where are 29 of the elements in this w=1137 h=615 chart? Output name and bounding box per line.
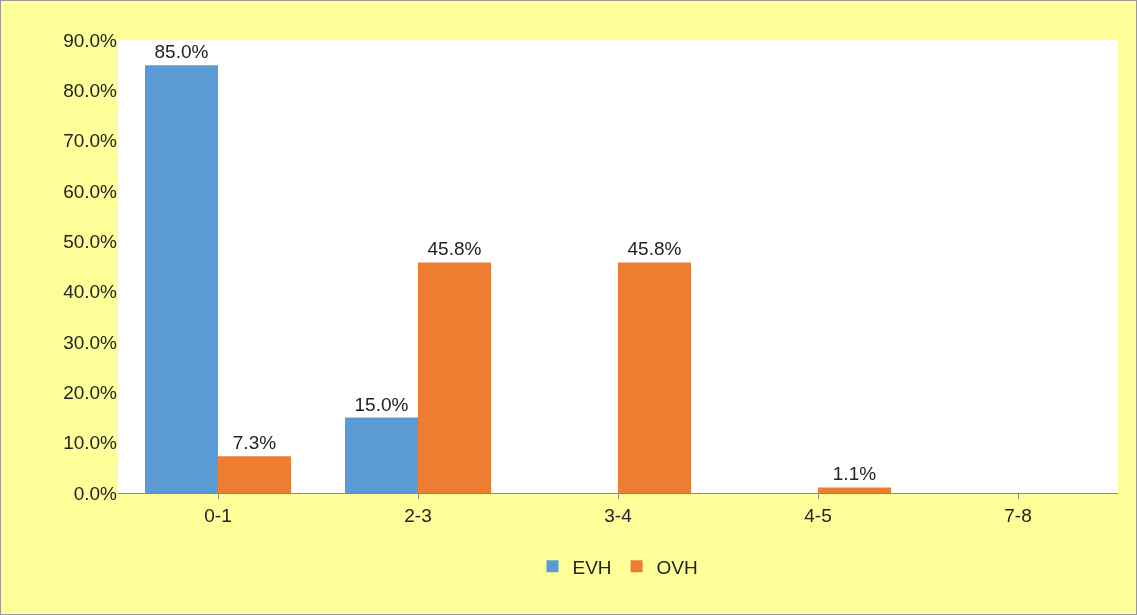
legend-label: EVH (572, 556, 612, 578)
data-label: 1.1% (832, 463, 877, 485)
y-tick-label: 80.0% (63, 79, 118, 101)
y-tick-label: 30.0% (63, 331, 118, 353)
y-tick-label: 70.0% (63, 130, 118, 152)
x-tick-label: 4-5 (804, 504, 832, 526)
y-tick-label: 50.0% (63, 230, 118, 252)
y-tick-label: 10.0% (63, 432, 118, 454)
y-tick-label: 0.0% (73, 482, 118, 504)
data-label: 45.8% (427, 238, 482, 260)
x-tick-label: 3-4 (604, 504, 633, 526)
bar (818, 487, 891, 493)
y-tick-label: 20.0% (63, 381, 118, 403)
bar (618, 262, 691, 493)
data-label: 15.0% (354, 393, 409, 415)
x-tick-label: 2-3 (404, 504, 432, 526)
data-label: 45.8% (627, 238, 682, 260)
data-label: 85.0% (154, 41, 209, 63)
y-tick-label: 60.0% (63, 180, 118, 202)
bar (345, 417, 418, 493)
bar (418, 262, 491, 493)
x-tick-label: 0-1 (204, 504, 232, 526)
bar (218, 456, 291, 493)
y-tick-label: 40.0% (63, 281, 118, 303)
data-label: 7.3% (232, 432, 277, 454)
legend-label: OVH (656, 556, 698, 578)
y-tick-label: 90.0% (63, 29, 118, 51)
bar (145, 65, 218, 493)
x-tick-label: 7-8 (1004, 504, 1032, 526)
